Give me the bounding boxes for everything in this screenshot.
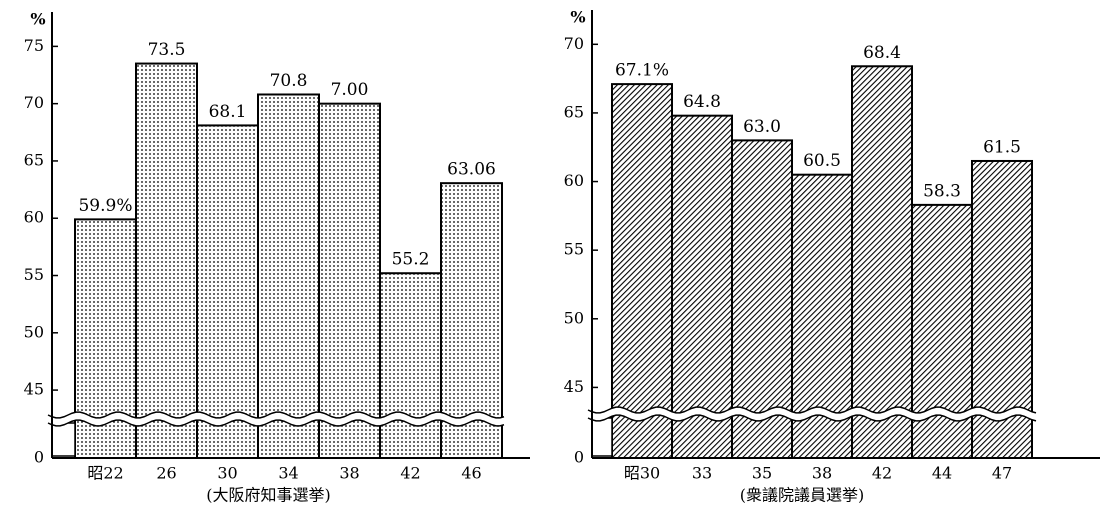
bar: [851, 65, 913, 460]
x-tick-label: 46: [461, 464, 481, 483]
y-tick-label: 50: [564, 308, 584, 327]
x-axis-label: (大阪府知事選挙): [206, 486, 331, 505]
x-tick-label: 昭22: [87, 464, 123, 483]
bar: [135, 62, 198, 460]
bar: [379, 272, 442, 460]
bar: [257, 93, 320, 460]
x-axis-label: (衆議院議員選挙): [740, 486, 865, 505]
x-tick-label: 38: [812, 464, 832, 483]
bar: [318, 102, 381, 460]
x-tick-label: 26: [156, 464, 176, 483]
x-tick-label: 33: [692, 464, 712, 483]
y-tick-label: 55: [24, 265, 44, 284]
axis-break: [588, 407, 1036, 421]
value-label: 59.9%: [78, 196, 132, 216]
x-tick-label: 35: [752, 464, 772, 483]
value-label: 70.8: [270, 71, 308, 91]
value-label: 64.8: [683, 92, 721, 112]
value-label: 63.0: [743, 117, 781, 137]
value-label: 73.5: [148, 40, 186, 60]
y-tick-label: 60: [564, 171, 584, 190]
y-tick-label: 65: [24, 150, 44, 169]
y-tick-label: 70: [564, 34, 584, 53]
x-tick-label: 47: [992, 464, 1012, 483]
value-label: 55.2: [392, 250, 430, 270]
x-tick-label: 38: [339, 464, 359, 483]
break-stub: [51, 422, 76, 457]
x-tick-label: 44: [932, 464, 952, 483]
x-tick-label: 34: [278, 464, 298, 483]
axis-break: [48, 412, 504, 426]
y-tick-label: 50: [24, 322, 44, 341]
value-label: 68.4: [863, 43, 901, 63]
value-label: 58.3: [923, 181, 961, 201]
value-label: 7.00: [331, 80, 369, 100]
y-tick-label: 0: [574, 448, 584, 467]
axis-break-line: [587, 414, 1037, 422]
bar: [611, 83, 673, 459]
x-tick-label: 42: [400, 464, 420, 483]
axis-break-line: [587, 406, 1037, 414]
y-tick-label: 45: [24, 380, 44, 399]
bar: [440, 182, 503, 459]
value-label: 63.06: [447, 160, 496, 180]
value-label: 68.1: [209, 102, 247, 122]
bar: [731, 139, 793, 459]
y-tick-label: 65: [564, 102, 584, 121]
x-tick-label: 昭30: [624, 464, 660, 483]
x-tick-label: 42: [872, 464, 892, 483]
axis-break-line: [47, 411, 505, 419]
y-tick-label: 75: [24, 36, 44, 55]
y-axis-label: %: [30, 10, 45, 29]
x-tick-label: 30: [217, 464, 237, 483]
value-label: 61.5: [983, 137, 1021, 157]
break-stub: [591, 417, 613, 457]
y-tick-label: 70: [24, 93, 44, 112]
y-tick-label: 45: [564, 377, 584, 396]
bar: [196, 124, 259, 459]
y-tick-label: 55: [564, 240, 584, 259]
value-label: 67.1%: [615, 61, 669, 81]
axis-break-line: [47, 419, 505, 427]
y-tick-label: 60: [24, 208, 44, 227]
bar: [671, 114, 733, 459]
value-label: 60.5: [803, 151, 841, 171]
y-tick-label: 0: [34, 448, 44, 467]
y-axis-label: %: [570, 8, 585, 27]
